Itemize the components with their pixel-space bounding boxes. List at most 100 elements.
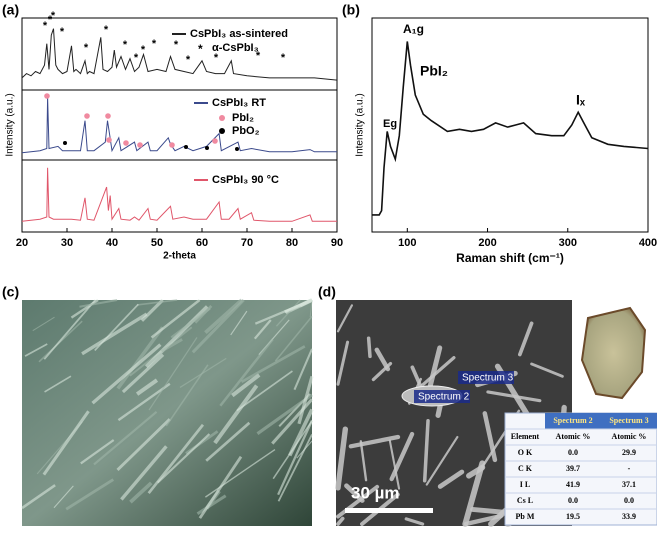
- marker-symbol: *: [43, 20, 48, 32]
- rod: [462, 460, 486, 527]
- crystal: [275, 299, 301, 327]
- rod: [470, 507, 509, 515]
- crystal: [117, 382, 171, 422]
- crystal: [148, 337, 198, 411]
- annotation: A₁g: [403, 22, 424, 36]
- crystal: [236, 370, 293, 412]
- rod: [336, 516, 345, 526]
- rod: [463, 513, 504, 527]
- crystal: [43, 299, 96, 360]
- rod: [530, 362, 564, 378]
- crystal: [274, 315, 313, 362]
- legend-label: CsPbI₃ as-sintered: [190, 28, 288, 40]
- rod: [336, 304, 353, 333]
- crystal: [277, 434, 313, 502]
- crystal: [272, 420, 313, 480]
- marker-symbol: [123, 140, 129, 146]
- table-cell: 33.9: [622, 512, 636, 521]
- rod: [410, 365, 422, 387]
- crystal: [80, 439, 115, 465]
- x-tick-label: 300: [559, 237, 577, 249]
- x-axis-label: Raman shift (cm⁻¹): [456, 251, 564, 265]
- crystal: [42, 410, 90, 476]
- marker-symbol: [44, 93, 50, 99]
- rod: [336, 484, 380, 519]
- rod: [388, 439, 401, 490]
- flake: [580, 306, 647, 400]
- annotation: Iₓ: [576, 92, 586, 108]
- crystal: [205, 448, 276, 498]
- crystal: [93, 410, 158, 466]
- marker-symbol: *: [174, 39, 179, 51]
- x-tick-label: 200: [478, 237, 496, 249]
- crystal: [116, 418, 171, 472]
- crystal: [213, 384, 259, 445]
- rod: [359, 440, 368, 482]
- crystal: [53, 485, 74, 509]
- crystal: [116, 326, 164, 390]
- crystal: [129, 481, 153, 504]
- rod: [336, 340, 350, 386]
- crystal: [297, 375, 314, 425]
- crystal: [256, 393, 313, 435]
- crystal: [79, 299, 118, 308]
- table-cell: 29.9: [622, 448, 636, 457]
- marker-symbol: [106, 137, 112, 143]
- x-tick-label: 60: [196, 237, 208, 249]
- x-tick-label: 30: [61, 237, 73, 249]
- crystal: [32, 316, 55, 332]
- rod: [366, 336, 372, 359]
- crystal: [296, 440, 313, 459]
- spectrum-box: [414, 390, 470, 403]
- rod: [482, 411, 498, 463]
- rod: [486, 390, 542, 403]
- panel-label: (a): [2, 2, 19, 18]
- marker-symbol: *: [123, 39, 128, 51]
- table-header: Spectrum 2: [553, 416, 592, 425]
- crystal: [231, 373, 261, 398]
- marker-symbol: *: [186, 54, 191, 66]
- marker-symbol: [84, 113, 90, 119]
- spectrum-label: Spectrum 2: [418, 392, 470, 403]
- table-cell: -: [628, 464, 631, 473]
- marker-symbol: [235, 147, 239, 151]
- rod: [371, 361, 393, 382]
- table-cell: Pb M: [516, 512, 535, 521]
- x-tick-label: 40: [106, 237, 118, 249]
- annotation: Eg: [383, 118, 397, 130]
- x-tick-label: 70: [241, 237, 253, 249]
- table-cell: I L: [520, 480, 530, 489]
- rod: [437, 469, 465, 489]
- annotation: PbI₂: [232, 112, 254, 124]
- table-cell: 19.5: [566, 512, 580, 521]
- table-cell: Atomic %: [612, 432, 647, 441]
- panel-label: (c): [2, 284, 19, 300]
- crystal: [120, 445, 168, 501]
- crystal: [94, 303, 139, 351]
- marker-symbol: [219, 128, 225, 134]
- rod: [422, 418, 430, 483]
- marker-symbol: [205, 146, 209, 150]
- rod: [425, 435, 459, 486]
- table: Spectrum 2 Spectrum 3 Element Atomic % Atomi…: [504, 412, 657, 526]
- marker-symbol: *: [152, 38, 157, 50]
- marker-symbol: *: [48, 14, 53, 26]
- marker-symbol: *: [141, 44, 146, 56]
- crystal: [121, 353, 165, 394]
- table-cell: 0.0: [624, 496, 634, 505]
- series-line: [372, 41, 649, 216]
- crystal: [196, 494, 227, 516]
- table-cell: 41.9: [566, 480, 580, 489]
- crystal: [21, 484, 56, 510]
- marker-symbol: *: [84, 42, 89, 54]
- crystal: [198, 455, 243, 519]
- crystal: [24, 343, 48, 357]
- rod: [348, 434, 401, 449]
- marker-symbol: [169, 142, 175, 148]
- crystal: [144, 305, 209, 368]
- crystal: [150, 299, 201, 339]
- rod: [518, 321, 534, 357]
- crystal: [219, 338, 274, 407]
- crystal: [293, 348, 313, 391]
- crystal: [179, 357, 227, 388]
